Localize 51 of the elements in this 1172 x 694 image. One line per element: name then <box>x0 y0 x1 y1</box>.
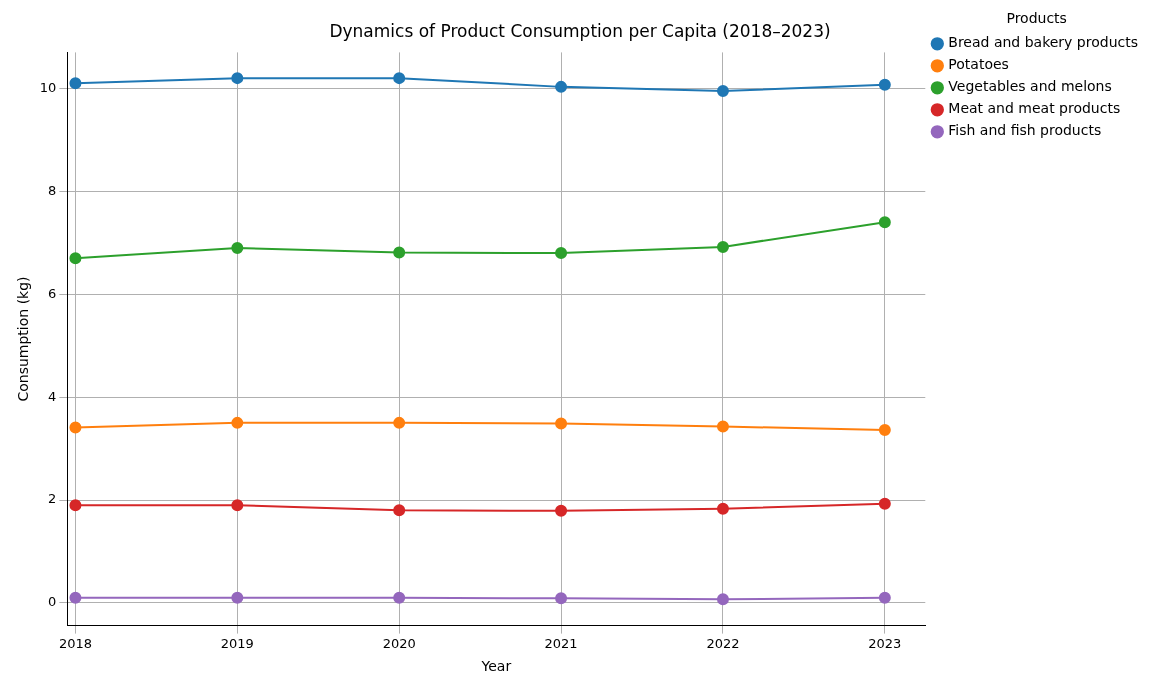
point <box>393 416 406 429</box>
point <box>69 591 82 604</box>
point <box>231 591 244 604</box>
legend-label: Bread and bakery products <box>948 34 1139 51</box>
point <box>393 591 406 604</box>
point <box>69 252 82 265</box>
legend-label: Potatoes <box>948 56 1009 73</box>
point <box>69 421 82 434</box>
x-tick-label: 2021 <box>544 635 578 651</box>
legend-label: Fish and fish products <box>948 122 1102 139</box>
point <box>878 424 891 437</box>
x-tick-label: 2023 <box>868 635 902 651</box>
point <box>231 72 244 85</box>
x-tick-label: 2022 <box>706 635 740 651</box>
chart-title: Dynamics of Product Consumption per Capita (2018–2023) <box>329 20 831 41</box>
point <box>231 241 244 254</box>
point <box>716 84 729 97</box>
point <box>231 499 244 512</box>
y-tick-label: 6 <box>48 285 57 301</box>
point <box>716 420 729 433</box>
legend-label: Vegetables and melons <box>948 78 1112 95</box>
point <box>555 592 568 605</box>
point <box>393 504 406 517</box>
point <box>555 417 568 430</box>
point <box>393 72 406 85</box>
point <box>69 77 82 90</box>
point <box>69 499 82 512</box>
point <box>555 247 568 260</box>
point <box>878 591 891 604</box>
point <box>878 216 891 229</box>
x-tick-label: 2018 <box>58 635 92 651</box>
y-tick-label: 2 <box>48 491 57 507</box>
point <box>878 497 891 510</box>
point <box>716 593 729 606</box>
point <box>716 502 729 515</box>
y-tick-label: 8 <box>48 182 57 198</box>
x-tick-label: 2020 <box>382 635 416 651</box>
y-tick-label: 4 <box>48 388 57 404</box>
point <box>716 240 729 253</box>
x-axis-title: Year <box>480 658 512 675</box>
point <box>393 246 406 259</box>
point <box>555 504 568 517</box>
legend-title: Products <box>1006 9 1067 26</box>
y-axis-title: Consumption (kg) <box>15 276 32 402</box>
point <box>555 80 568 93</box>
y-tick-label: 0 <box>48 594 57 610</box>
x-tick-label: 2019 <box>220 635 254 651</box>
point <box>878 78 891 91</box>
legend-label: Meat and meat products <box>948 100 1121 117</box>
point <box>231 416 244 429</box>
y-tick-label: 10 <box>39 79 57 95</box>
